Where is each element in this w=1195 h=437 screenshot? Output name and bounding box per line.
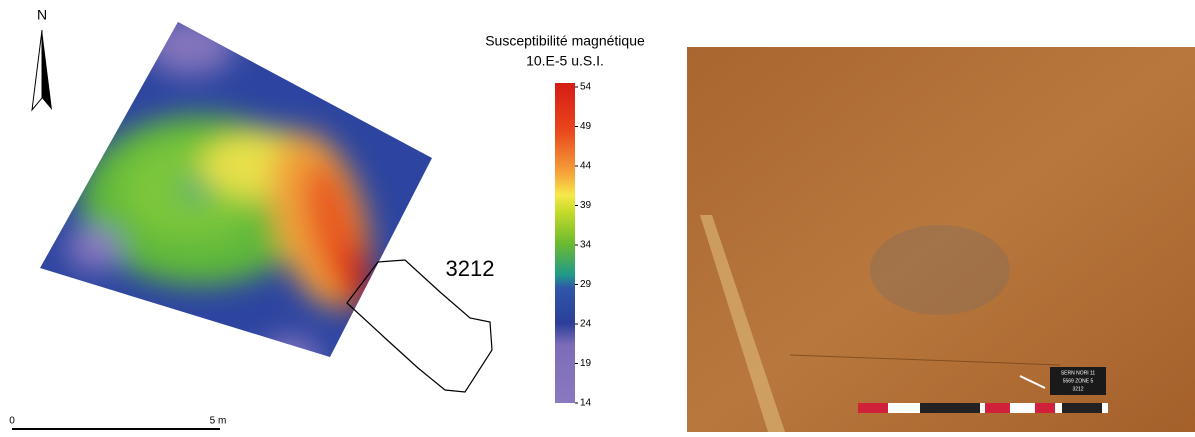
colorbar-tick-label: 29 [580,279,592,290]
scale-end: 5 m [210,416,227,427]
tag-text: 5569 ZONE 5 [1063,378,1094,384]
site-photo: SERN NORI 11 5569 ZONE 5 3212 [687,47,1195,432]
colorbar-tick-label: 14 [580,398,592,409]
north-label: N [37,7,47,23]
north-arrow [31,29,43,112]
north-arrow [42,30,52,110]
colorbar [555,83,575,403]
colorbar-tick-label: 24 [580,319,592,330]
susceptibility-map [40,22,432,357]
tag-text: SERN NORI 11 [1061,370,1096,376]
feature-label: 3212 [446,256,495,281]
colorbar-tick-label: 19 [580,358,592,369]
scale-start: 0 [9,416,15,427]
legend-unit: 10.E-5 u.S.I. [526,53,604,69]
tag-text: 3212 [1072,386,1083,392]
legend-title: Susceptibilité magnétique [485,33,645,49]
colorbar-tick-label: 39 [580,200,592,211]
colorbar-tick-label: 49 [580,121,592,132]
feature-outline [346,259,493,393]
colorbar-tick-label: 54 [580,82,592,93]
colorbar-tick-label: 44 [580,161,592,172]
colorbar-tick-label: 34 [580,240,592,251]
